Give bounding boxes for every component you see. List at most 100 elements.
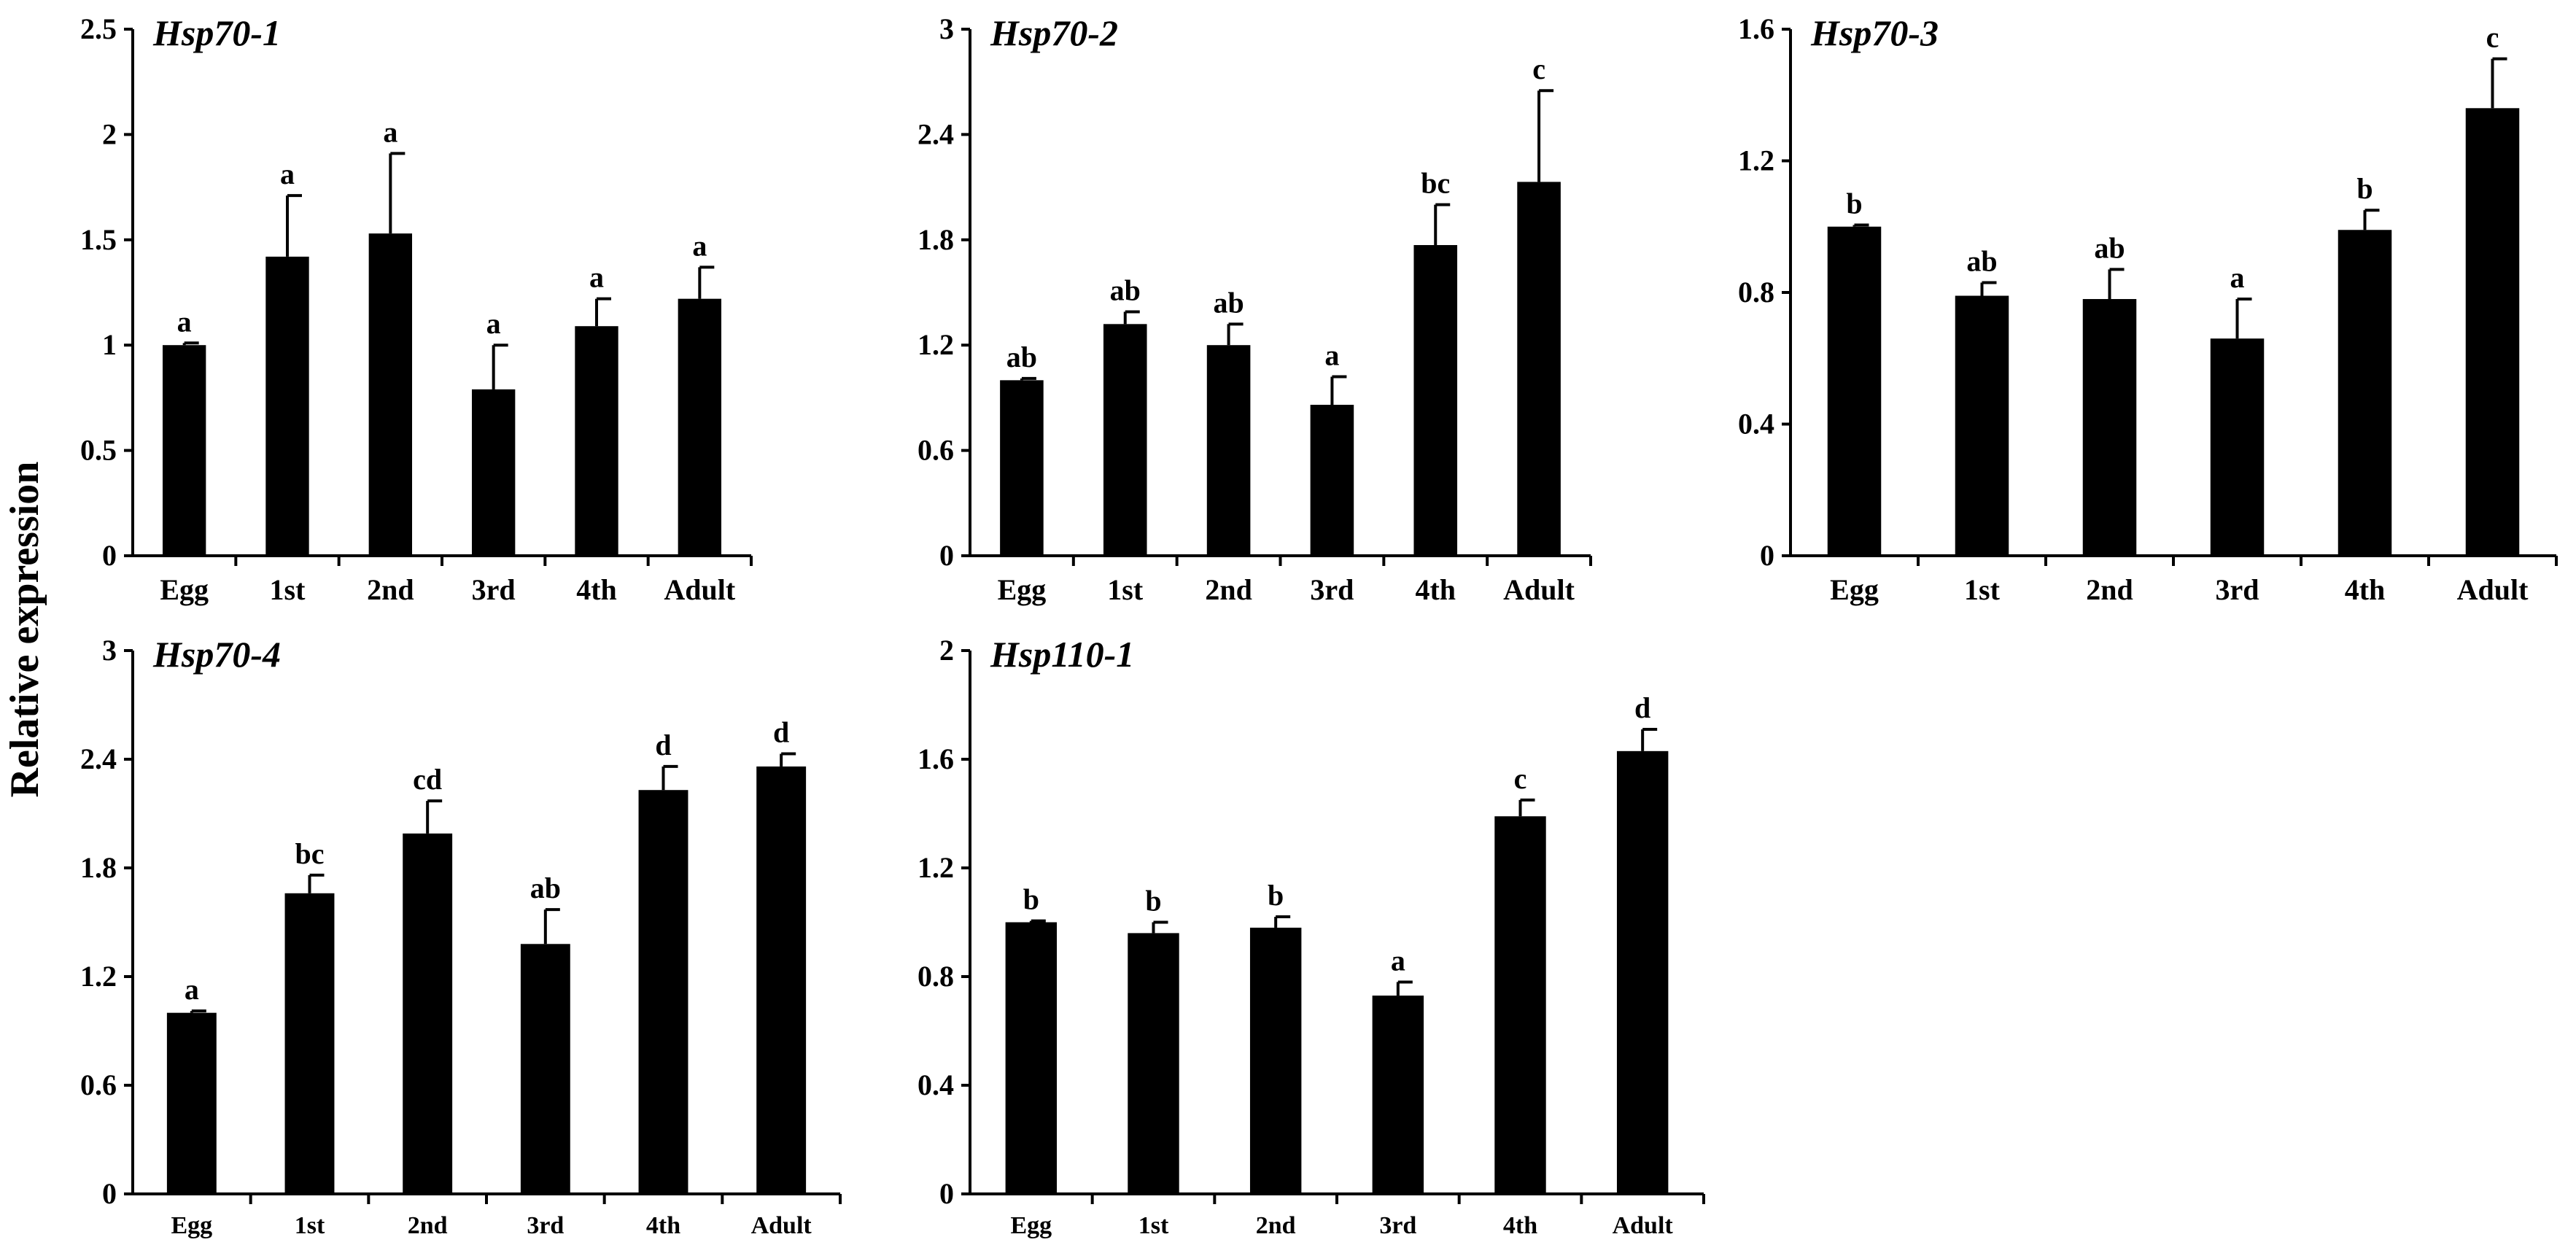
x-tick-label: 1st [295, 1212, 325, 1239]
bar-adult [678, 298, 722, 556]
significance-label: b [1268, 879, 1284, 912]
significance-label: c [1514, 762, 1527, 795]
significance-label: a [185, 973, 199, 1006]
significance-label: ab [1966, 244, 1997, 277]
x-tick-label: 4th [576, 573, 617, 606]
bar-3rd [1372, 996, 1424, 1194]
bar-adult [756, 766, 807, 1194]
x-tick-label: Adult [751, 1212, 812, 1239]
significance-label: b [1023, 883, 1039, 916]
x-tick-label: Egg [998, 573, 1047, 606]
bar-1st [265, 256, 309, 556]
shared-y-axis-label: Relative expression [2, 462, 47, 798]
significance-label: b [2356, 172, 2373, 205]
bar-4th [638, 790, 688, 1194]
y-tick-label: 1.2 [917, 851, 954, 884]
x-tick-label: 2nd [367, 573, 414, 606]
panel-title: Hsp70-1 [152, 12, 281, 53]
y-tick-label: 1.8 [917, 223, 954, 256]
chart-panel-hsp70-1: 0 0.5 1 1.5 2 2.5 Hsp70-1 a Egg a 1st a 2nd a 3rd a 4th a… [80, 12, 753, 606]
y-tick-label: 3 [102, 634, 117, 667]
panel-title: Hsp110-1 [990, 634, 1134, 675]
x-tick-label: Egg [160, 573, 209, 606]
x-tick-label: 2nd [1205, 573, 1252, 606]
bar-2nd [2082, 299, 2137, 556]
bar-4th [1494, 816, 1546, 1194]
bar-egg [1827, 226, 1882, 556]
significance-label: a [692, 229, 707, 262]
bar-egg [1000, 380, 1044, 556]
significance-label: b [1846, 187, 1862, 220]
bar-adult [2465, 108, 2520, 556]
y-tick-label: 2 [102, 117, 117, 150]
bar-3rd [471, 389, 516, 556]
x-tick-label: 2nd [1256, 1212, 1296, 1239]
bar-egg [162, 345, 206, 556]
significance-label: ab [1213, 286, 1244, 319]
bar-1st [1955, 295, 2009, 556]
y-tick-label: 0.5 [80, 434, 117, 467]
x-tick-label: 4th [2345, 573, 2386, 606]
x-tick-label: 3rd [472, 573, 516, 606]
bar-3rd [2210, 338, 2265, 556]
bar-4th [1413, 245, 1458, 556]
y-tick-label: 2.5 [80, 12, 117, 45]
bar-3rd [1310, 405, 1354, 556]
panel-title: Hsp70-2 [990, 12, 1118, 53]
y-tick-label: 0 [939, 1177, 954, 1210]
x-tick-label: 2nd [408, 1212, 448, 1239]
x-tick-label: 4th [1415, 573, 1456, 606]
significance-label: cd [413, 763, 442, 796]
y-tick-label: 2.4 [917, 117, 954, 150]
y-tick-label: 0 [939, 539, 954, 572]
significance-label: a [280, 158, 295, 190]
x-tick-label: 1st [1964, 573, 2001, 606]
chart-panel-hsp70-2: 0 0.6 1.2 1.8 2.4 3 Hsp70-2 ab Egg ab 1st ab 2nd a 3rd… [917, 12, 1592, 606]
x-tick-label: 3rd [1310, 573, 1354, 606]
panel-title: Hsp70-3 [1810, 12, 1939, 53]
y-tick-label: 1.6 [1738, 12, 1774, 45]
significance-label: ab [1110, 274, 1141, 306]
y-tick-label: 2.4 [80, 742, 117, 775]
y-tick-label: 0.8 [917, 960, 954, 993]
chart-panels: 0 0.5 1 1.5 2 2.5 Hsp70-1 a Egg a 1st a 2nd a 3rd a 4th a… [80, 12, 2558, 1239]
x-tick-label: 3rd [2216, 573, 2259, 606]
significance-label: a [177, 305, 192, 338]
bar-adult [1517, 182, 1561, 556]
y-tick-label: 0 [102, 539, 117, 572]
bar-4th [2338, 230, 2392, 556]
chart-panel-hsp70-4: 0 0.6 1.2 1.8 2.4 3 Hsp70-4 a Egg bc 1st cd 2nd ab 3rd… [80, 634, 842, 1239]
x-tick-label: 2nd [2086, 573, 2133, 606]
bar-2nd [368, 233, 413, 556]
y-tick-label: 1.2 [917, 328, 954, 361]
bar-adult [1616, 750, 1669, 1194]
x-tick-label: 3rd [1379, 1212, 1416, 1239]
x-tick-label: Adult [2457, 573, 2529, 606]
y-tick-label: 0 [1760, 539, 1774, 572]
y-tick-label: 0.4 [917, 1068, 954, 1101]
bar-2nd [1206, 345, 1251, 556]
significance-label: a [486, 307, 501, 340]
x-tick-label: 3rd [527, 1212, 564, 1239]
x-tick-label: 4th [646, 1212, 680, 1239]
x-tick-label: Egg [1010, 1212, 1052, 1239]
x-tick-label: Egg [171, 1212, 212, 1239]
bar-4th [575, 326, 618, 556]
y-tick-label: 3 [939, 12, 954, 45]
y-tick-label: 0.6 [80, 1068, 117, 1101]
significance-label: ab [530, 872, 561, 904]
y-tick-label: 1.2 [80, 960, 117, 993]
x-tick-label: Egg [1830, 573, 1879, 606]
y-tick-label: 1 [102, 328, 117, 361]
y-tick-label: 0.4 [1738, 408, 1774, 441]
significance-label: d [1634, 691, 1650, 724]
bar-2nd [403, 833, 453, 1194]
significance-label: ab [2094, 231, 2125, 264]
bar-1st [1103, 324, 1147, 556]
significance-label: bc [1421, 167, 1450, 200]
y-tick-label: 1.6 [917, 742, 954, 775]
significance-label: bc [295, 837, 325, 870]
panel-title: Hsp70-4 [152, 634, 281, 675]
x-tick-label: 4th [1503, 1212, 1537, 1239]
